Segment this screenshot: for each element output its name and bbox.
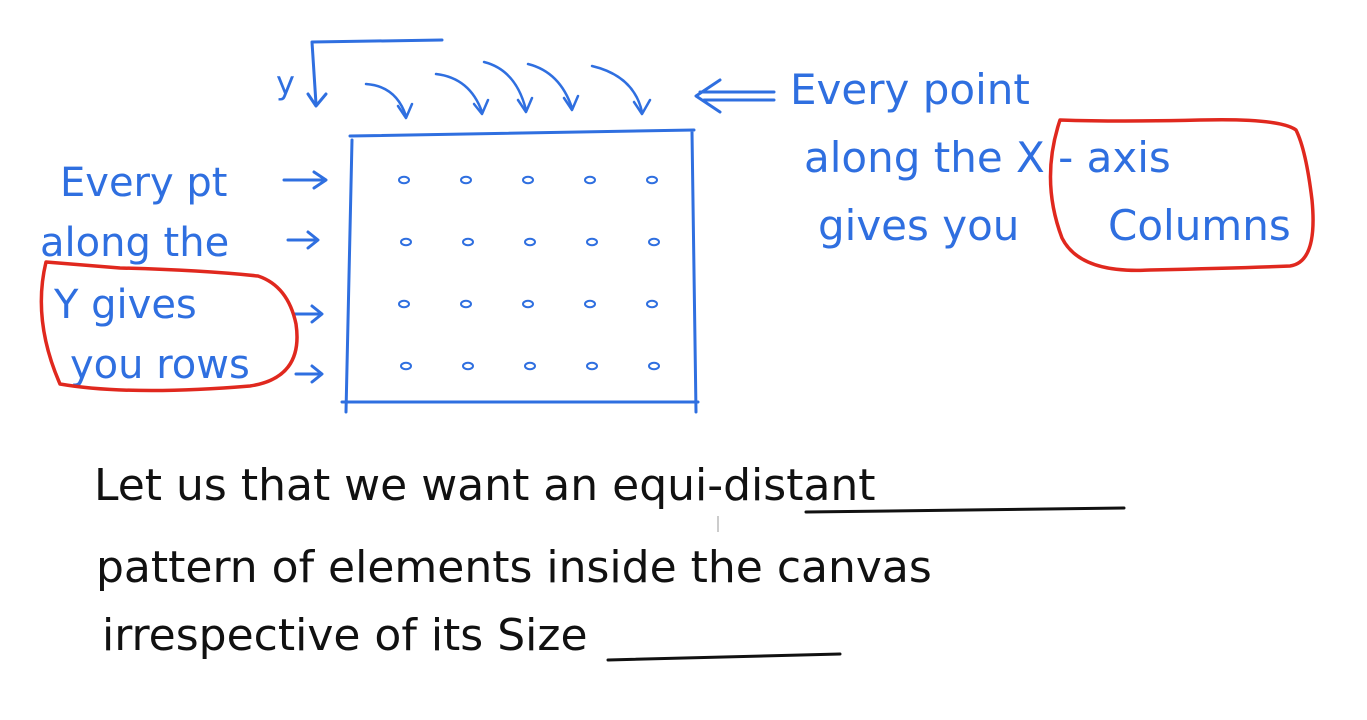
y-arrow-head <box>306 92 328 108</box>
underline-size <box>606 652 842 662</box>
arrow-right-icon <box>282 170 328 190</box>
curved-arrow-icon <box>632 98 652 116</box>
canvas-box <box>340 128 700 414</box>
y-label: y <box>276 64 295 102</box>
grid-dot <box>586 361 598 371</box>
curved-arrow-icon <box>516 96 534 114</box>
arrow-right-icon <box>292 304 324 324</box>
row-arrows <box>282 170 328 384</box>
curved-arrow-icon <box>562 94 580 112</box>
double-arrow-icon <box>694 78 776 114</box>
curved-arrow-icon <box>526 62 574 110</box>
arrow-right-icon <box>294 364 324 384</box>
grid-dot <box>524 237 536 247</box>
bottom-text-line-2: pattern of elements inside the canvas <box>96 542 932 593</box>
grid-dot <box>398 299 410 309</box>
underline-equi-distant <box>804 506 1126 514</box>
curved-arrow-icon <box>396 102 414 120</box>
curved-arrow-icon <box>590 64 644 114</box>
bottom-text-line-1: Let us that we want an equi-distant <box>94 460 876 511</box>
red-highlight-rows <box>39 260 299 393</box>
grid-dot <box>522 299 534 309</box>
curved-arrow-icon <box>364 82 408 118</box>
grid-dot <box>462 361 474 371</box>
left-note-line-2: along the <box>40 220 229 266</box>
grid-dot <box>646 175 658 185</box>
grid-dot <box>586 237 598 247</box>
grid-dots <box>398 175 660 371</box>
x-axis-arrows <box>364 60 652 120</box>
grid-dot <box>584 175 596 185</box>
right-note-line-1: Every point <box>790 65 1030 114</box>
grid-dot <box>400 361 412 371</box>
grid-dot <box>648 237 660 247</box>
left-note-line-3: Y gives <box>53 282 197 328</box>
grid-dot <box>460 299 472 309</box>
left-note-line-1: Every pt <box>60 160 227 206</box>
arrow-right-icon <box>286 230 320 250</box>
right-note-line-4: Columns <box>1108 201 1291 250</box>
grid-dot <box>398 175 410 185</box>
grid-dot <box>522 175 534 185</box>
curved-arrow-icon <box>482 60 528 112</box>
right-note-line-3: gives you <box>818 201 1019 250</box>
bottom-text-line-3: irrespective of its Size <box>102 610 588 661</box>
grid-dot <box>460 175 472 185</box>
top-y-bracket <box>310 38 444 106</box>
grid-dot <box>584 299 596 309</box>
red-highlight-columns <box>1048 117 1315 273</box>
curved-arrow-icon <box>434 72 484 114</box>
grid-dot <box>462 237 474 247</box>
grid-dot <box>400 237 412 247</box>
grid-dot <box>648 361 660 371</box>
curved-arrow-icon <box>472 98 490 116</box>
grid-dot <box>524 361 536 371</box>
grid-dot <box>646 299 658 309</box>
right-note-line-2: along the X - axis <box>804 133 1171 182</box>
left-note-line-4: you rows <box>70 342 250 388</box>
